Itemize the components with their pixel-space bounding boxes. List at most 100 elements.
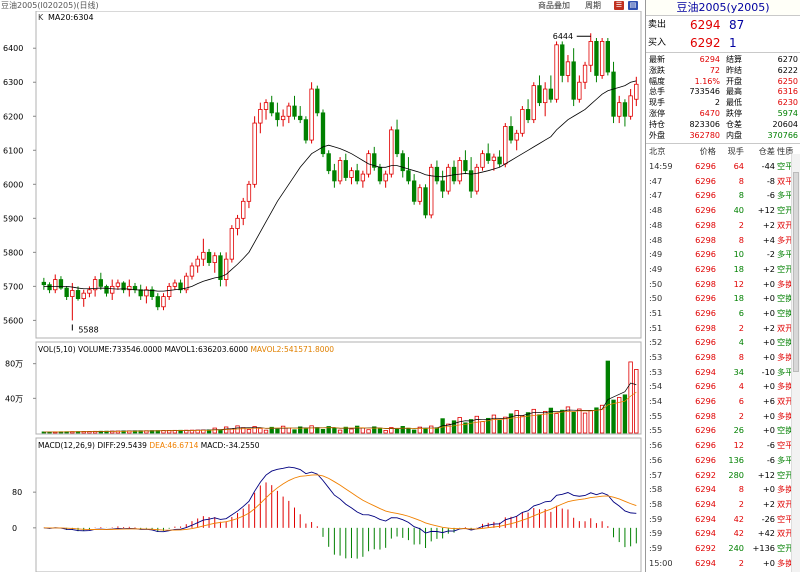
tick-row[interactable]: :48 6298 2 +2 双开 <box>646 218 800 233</box>
volume-bar <box>332 427 337 434</box>
tick-price: 6296 <box>695 337 716 348</box>
tick-row[interactable]: 15:00 6294 2 +0 多换 <box>646 556 800 571</box>
mavol2-line <box>43 391 637 433</box>
volume-bar <box>486 417 491 434</box>
tick-row[interactable]: :59 6294 42 +42 双开 <box>646 526 800 541</box>
scroll-thumb[interactable] <box>793 172 799 372</box>
tick-row[interactable]: :50 6296 18 +0 空换 <box>646 291 800 306</box>
volume-header: VOL(5,10) VOLUME:733546.0000 MAVOL1:6362… <box>38 345 334 354</box>
tick-volume: 18 <box>733 263 744 274</box>
tick-row[interactable]: :55 6296 26 +0 空换 <box>646 423 800 438</box>
tick-row[interactable]: :55 6298 2 +0 多换 <box>646 409 800 424</box>
candle-body <box>434 166 440 182</box>
quote-label: 跌停 <box>726 108 742 118</box>
quote-label: 内盘 <box>726 130 742 140</box>
quote-row: 外盘 362780 内盘 370766 <box>646 131 800 142</box>
tick-row[interactable]: :51 6296 6 +0 空换 <box>646 306 800 321</box>
tick-time: :48 <box>649 219 663 230</box>
candle-body <box>115 282 121 287</box>
volume-bar <box>446 423 451 434</box>
tick-row[interactable]: :48 6298 8 +4 多开 <box>646 233 800 248</box>
tick-price: 6294 <box>695 484 716 495</box>
candle-body <box>514 132 519 141</box>
tick-row[interactable]: :56 6296 136 -6 多平 <box>646 453 800 468</box>
y-tick-label: 6400 <box>3 44 23 53</box>
volume-bar <box>463 422 468 434</box>
volume-bar <box>377 428 383 434</box>
candle-body <box>275 112 280 121</box>
tick-row[interactable]: :58 6294 2 +2 双开 <box>646 497 800 512</box>
tick-row[interactable]: :50 6298 12 +0 多换 <box>646 277 800 292</box>
tick-nature: 空换 <box>777 293 794 304</box>
tick-time: :50 <box>649 293 663 304</box>
tick-row[interactable]: :54 6296 4 +0 多换 <box>646 379 800 394</box>
volume-bar <box>349 428 354 434</box>
candle-body <box>212 255 217 263</box>
menu-icon[interactable]: ☰ <box>614 1 624 10</box>
tick-price: 6296 <box>695 307 716 318</box>
sell-volume: 87 <box>729 18 745 32</box>
tick-row[interactable]: :47 6296 8 -6 多平 <box>646 188 800 203</box>
tick-row[interactable]: :59 6294 42 -26 空平 <box>646 512 800 527</box>
tick-price: 6296 <box>695 205 716 216</box>
tick-row[interactable]: 14:59 6296 64 -44 空平 <box>646 159 800 174</box>
tick-row[interactable]: :47 6296 8 -8 双平 <box>646 174 800 189</box>
tick-row[interactable]: :53 6298 8 +0 多换 <box>646 350 800 365</box>
tick-list[interactable]: 14:59 6296 64 -44 空平:47 6296 8 -8 双平:47 6296 8 -6 多平… <box>646 159 800 570</box>
candle-body <box>588 41 593 66</box>
tick-price: 6296 <box>695 263 716 274</box>
tick-oi-change: +0 <box>762 557 775 568</box>
window-title: 豆油2005(l020205)(日线) <box>1 1 99 10</box>
volume-bar <box>617 397 622 434</box>
tick-row[interactable]: :48 6296 40 +12 空开 <box>646 203 800 218</box>
quote-label: 现手 <box>649 98 665 108</box>
quote-value: 6470 <box>699 108 720 118</box>
candle-body <box>520 109 525 134</box>
tick-volume: 12 <box>733 440 744 451</box>
candle-body <box>480 153 485 168</box>
tick-nature: 多开 <box>777 234 794 245</box>
quote-value: 6316 <box>777 87 798 97</box>
tick-row[interactable]: :57 6292 280 +12 空开 <box>646 468 800 483</box>
quote-row: 最新 6294 结算 6270 <box>646 55 800 66</box>
candle-body <box>229 228 235 260</box>
tick-nature: 多换 <box>777 410 794 421</box>
tick-time: :47 <box>649 175 663 186</box>
candle-body <box>58 279 64 289</box>
tick-row[interactable]: :59 6292 240 +136 空开 <box>646 541 800 556</box>
candle-body <box>343 160 348 178</box>
tick-scrollbar[interactable] <box>791 154 800 572</box>
candle-body <box>138 289 143 297</box>
ma20-line <box>43 80 637 292</box>
overlay-button[interactable]: 商品叠加 <box>538 1 570 10</box>
tick-oi-change: +4 <box>762 234 775 245</box>
chart-area[interactable]: 6400 6300 6200 6100 6000 5900 5800 5700 5600 K MA2… <box>0 11 643 572</box>
tick-nature: 双开 <box>777 498 794 509</box>
candle-body <box>98 279 103 287</box>
kline-chart[interactable]: 6400 6300 6200 6100 6000 5900 5800 5700 5600 K MA2… <box>0 11 643 572</box>
candle-body <box>258 109 263 124</box>
tick-row[interactable]: :58 6294 8 +0 多换 <box>646 482 800 497</box>
tick-row[interactable]: :52 6296 4 +0 空换 <box>646 335 800 350</box>
tick-row[interactable]: :51 6298 2 +2 双开 <box>646 321 800 336</box>
tick-row[interactable]: :49 6296 18 +2 空开 <box>646 262 800 277</box>
candle-body <box>332 170 337 182</box>
tick-row[interactable]: :54 6296 6 +6 双开 <box>646 394 800 409</box>
tick-row[interactable]: :56 6296 12 -6 空平 <box>646 438 800 453</box>
candle-body <box>491 156 497 161</box>
tick-volume: 4 <box>738 381 744 392</box>
volume-bar <box>514 410 519 434</box>
volume-bar <box>417 426 423 434</box>
settings-icon[interactable]: ▤ <box>628 1 638 10</box>
tick-row[interactable]: :53 6294 34 -10 多平 <box>646 365 800 380</box>
volume-bar <box>41 431 47 434</box>
tick-oi-change: +0 <box>762 307 775 318</box>
volume-bar <box>531 408 536 434</box>
candle-body <box>423 187 428 216</box>
tick-row[interactable]: :49 6296 10 -2 多平 <box>646 247 800 262</box>
tick-time: :47 <box>649 190 663 201</box>
candle-body <box>634 83 639 100</box>
volume-bar <box>423 428 428 434</box>
candle-body <box>110 285 115 294</box>
period-button[interactable]: 周期 <box>585 1 601 10</box>
